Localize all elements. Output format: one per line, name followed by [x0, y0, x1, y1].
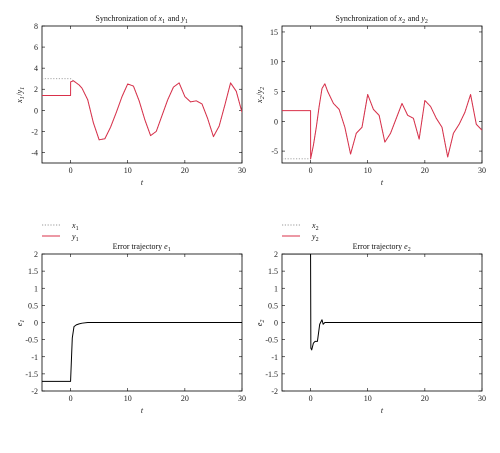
series-line-y2 — [282, 83, 482, 160]
x-tick-label: 10 — [364, 166, 372, 175]
y-axis-label: x1 /y1 — [15, 86, 26, 104]
y-tick-label: 5 — [274, 88, 278, 97]
x-tick-label: 30 — [478, 394, 486, 403]
y-tick-label: -5 — [271, 147, 278, 156]
y-tick-label: -2 — [271, 387, 278, 396]
y-tick-label: 0.5 — [28, 301, 38, 310]
x-tick-label: 30 — [238, 394, 246, 403]
x-axis-label: t — [381, 406, 384, 415]
x-axis-label: t — [381, 178, 384, 187]
y-tick-label: -2 — [31, 387, 38, 396]
series-line-error — [282, 254, 482, 351]
x-tick-label: 20 — [181, 394, 189, 403]
y-tick-label: 0 — [34, 106, 38, 115]
y-axis-label: e1 — [15, 319, 26, 326]
y-tick-label: 1 — [34, 284, 38, 293]
x-tick-label: 30 — [478, 166, 486, 175]
plot-frame — [41, 25, 243, 164]
y-tick-label: 6 — [34, 43, 38, 52]
y-tick-label: 4 — [34, 64, 38, 73]
x-tick-label: 0 — [69, 166, 73, 175]
y-axis-label: x2 /y2 — [255, 86, 266, 104]
legend-2: x2 y2 — [282, 221, 319, 243]
chart-panel-4: 0 10 20 30 -2 -1.5 -1 -0.5 0 0.5 1 1.5 2 Error trajec… — [255, 242, 486, 415]
legend-label: x1 — [71, 221, 79, 232]
y-tick-label: -2 — [31, 127, 38, 136]
y-tick-label: -0.5 — [265, 336, 278, 345]
y-tick-label: 0 — [274, 117, 278, 126]
series-group — [282, 83, 482, 160]
legend-label: y1 — [71, 232, 79, 243]
y-tick-label: -1 — [31, 353, 38, 362]
x-tick-label: 0 — [69, 394, 73, 403]
x-tick-label: 20 — [421, 166, 429, 175]
chart-title: Error trajectory e1 — [113, 242, 172, 253]
y-tick-label: -4 — [31, 148, 38, 157]
legend-1: x1 y1 — [42, 221, 79, 243]
plot-frame — [281, 25, 483, 164]
y-tick-label: -0.5 — [25, 336, 38, 345]
x-tick-label: 30 — [238, 166, 246, 175]
x-tick-label: 20 — [421, 394, 429, 403]
x-tick-label: 0 — [309, 394, 313, 403]
y-tick-label: 0.5 — [268, 301, 278, 310]
x-tick-label: 20 — [181, 166, 189, 175]
x-tick-label: 10 — [124, 394, 132, 403]
series-line-y1 — [42, 80, 242, 141]
chart-title: Error trajectory e2 — [353, 242, 412, 253]
x-axis-label: t — [141, 178, 144, 187]
y-axis-label: e2 — [255, 319, 266, 326]
y-tick-label: 2 — [274, 250, 278, 259]
y-tick-label: 15 — [270, 28, 278, 37]
chart-panel-1: 0 10 20 30 -4 -2 0 2 4 6 8 Synchronization of x1 an… — [15, 14, 246, 187]
series-line-error — [42, 322, 242, 382]
y-tick-label: -1.5 — [25, 370, 38, 379]
x-tick-label: 10 — [124, 166, 132, 175]
x-tick-label: 10 — [364, 394, 372, 403]
x-axis-label: t — [141, 406, 144, 415]
chart-title: Synchronization of x2 and y2 — [335, 14, 428, 25]
y-tick-label: 2 — [34, 250, 38, 259]
y-tick-label: 1.5 — [28, 267, 38, 276]
y-tick-label: 2 — [34, 85, 38, 94]
y-tick-label: 0 — [274, 319, 278, 328]
y-tick-label: 1 — [274, 284, 278, 293]
chart-title: Synchronization of x1 and y1 — [95, 14, 188, 25]
y-tick-label: -1 — [271, 353, 278, 362]
y-tick-label: 10 — [270, 58, 278, 67]
x-tick-label: 0 — [309, 166, 313, 175]
series-group — [42, 78, 242, 141]
y-tick-label: -1.5 — [265, 370, 278, 379]
series-group — [42, 322, 242, 382]
y-tick-label: 0 — [34, 319, 38, 328]
legend-label: x2 — [311, 221, 319, 232]
y-tick-label: 8 — [34, 22, 38, 31]
chart-panel-2: 0 10 20 30 -5 0 5 10 15 Synchronization of x2 and… — [255, 14, 486, 187]
chart-panel-3: 0 10 20 30 -2 -1.5 -1 -0.5 0 0.5 1 1.5 2 Error trajec… — [15, 242, 246, 415]
series-group — [282, 254, 482, 351]
legend-label: y2 — [311, 232, 319, 243]
y-tick-label: 1.5 — [268, 267, 278, 276]
